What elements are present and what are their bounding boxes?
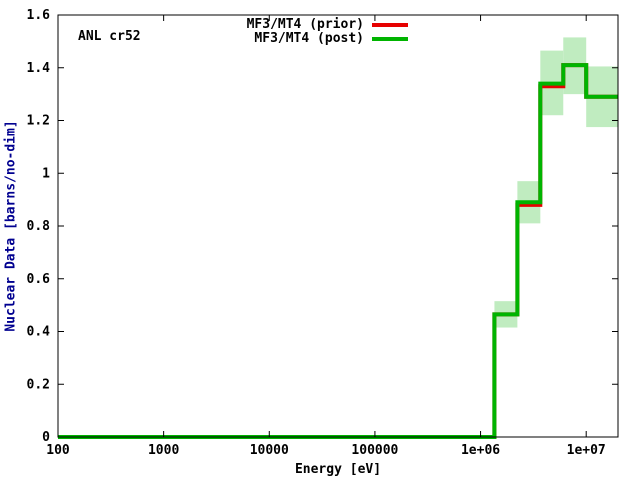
plot-annotation: ANL cr52 bbox=[78, 29, 141, 44]
y-tick-label: 0.4 bbox=[27, 325, 51, 340]
plot-border bbox=[57, 14, 619, 438]
x-tick-label: 10000 bbox=[250, 443, 289, 458]
legend-line-sample-post bbox=[372, 36, 408, 41]
x-tick-label: 1e+06 bbox=[461, 443, 500, 458]
x-tick-label: 100000 bbox=[351, 443, 398, 458]
y-axis-label: Nuclear Data [barns/no-dim] bbox=[3, 120, 19, 332]
y-tick-label: 0 bbox=[42, 430, 50, 445]
y-tick-label: 0.2 bbox=[27, 377, 50, 392]
post-step-curve bbox=[58, 63, 618, 439]
y-tick-label: 1.4 bbox=[27, 61, 51, 76]
legend-label-prior: MF3/MT4 (prior) bbox=[246, 17, 364, 32]
x-axis-label: Energy [eV] bbox=[294, 462, 382, 477]
prior-step-curve bbox=[58, 63, 618, 439]
y-tick-label: 1.6 bbox=[27, 8, 51, 23]
y-tick-label: 0.6 bbox=[27, 272, 51, 287]
x-tick-label: 1e+07 bbox=[567, 443, 606, 458]
legend-entry-post: MF3/MT4 (post) bbox=[254, 32, 408, 45]
legend-line-sample-prior bbox=[372, 22, 408, 27]
legend-entry-prior: MF3/MT4 (prior) bbox=[247, 18, 408, 31]
x-tick-label: 100 bbox=[46, 443, 70, 458]
y-tick-label: 0.8 bbox=[27, 219, 51, 234]
x-tick-label: 1000 bbox=[148, 443, 179, 458]
y-tick-label: 1 bbox=[42, 166, 50, 181]
legend-label-post: MF3/MT4 (post) bbox=[254, 31, 364, 46]
y-tick-label: 1.2 bbox=[27, 114, 50, 129]
